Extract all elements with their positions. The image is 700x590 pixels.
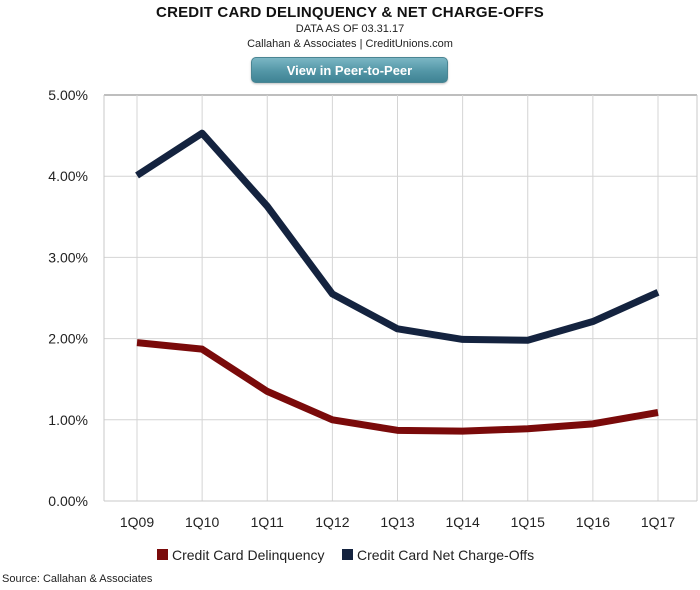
legend-item: Credit Card Delinquency bbox=[157, 547, 325, 563]
chart-title: CREDIT CARD DELINQUENCY & NET CHARGE-OFF… bbox=[156, 4, 544, 21]
y-tick-label: 0.00% bbox=[48, 493, 88, 509]
y-tick-label: 2.00% bbox=[48, 331, 88, 347]
x-tick-label: 1Q10 bbox=[185, 514, 219, 530]
data-date-subtitle: DATA AS OF 03.31.17 bbox=[295, 23, 405, 35]
x-tick-label: 1Q13 bbox=[380, 514, 414, 530]
x-tick-label: 1Q16 bbox=[576, 514, 610, 530]
legend-swatch bbox=[342, 549, 353, 560]
series-line-net-charge-offs bbox=[135, 129, 660, 344]
y-tick-label: 4.00% bbox=[48, 168, 88, 184]
legend-item: Credit Card Net Charge-Offs bbox=[342, 547, 534, 563]
legend: Credit Card Delinquency Credit Card Net C… bbox=[157, 547, 534, 563]
x-tick-label: 1Q17 bbox=[641, 514, 675, 530]
y-tick-label: 1.00% bbox=[48, 412, 88, 428]
plot-area bbox=[104, 95, 697, 501]
y-axis-ticks: 0.00% 1.00% 2.00% 3.00% 4.00% 5.00% bbox=[48, 87, 88, 509]
x-tick-label: 1Q12 bbox=[315, 514, 349, 530]
source-note: Source: Callahan & Associates bbox=[2, 573, 153, 585]
series-lines bbox=[135, 129, 660, 435]
x-tick-label: 1Q15 bbox=[511, 514, 545, 530]
credit-line: Callahan & Associates | CreditUnions.com bbox=[247, 38, 453, 50]
x-axis-ticks: 1Q09 1Q10 1Q11 1Q12 1Q13 1Q14 1Q15 1Q16 1Q17 bbox=[120, 514, 675, 530]
x-tick-label: 1Q11 bbox=[251, 514, 284, 530]
view-in-peer-to-peer-button[interactable]: View in Peer-to-Peer bbox=[251, 57, 448, 83]
x-tick-label: 1Q09 bbox=[120, 514, 154, 530]
series-line-delinquency bbox=[136, 339, 659, 435]
y-tick-label: 3.00% bbox=[48, 249, 88, 265]
y-tick-label: 5.00% bbox=[48, 87, 88, 103]
x-tick-label: 1Q14 bbox=[446, 514, 480, 530]
legend-swatch bbox=[157, 549, 168, 560]
legend-label: Credit Card Net Charge-Offs bbox=[357, 547, 534, 563]
legend-label: Credit Card Delinquency bbox=[172, 547, 325, 563]
